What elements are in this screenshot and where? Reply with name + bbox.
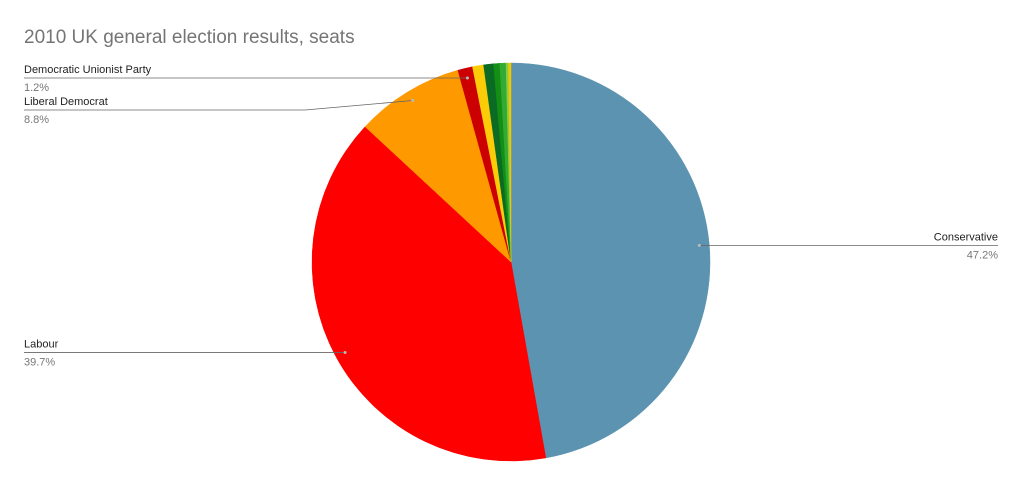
slice-label: Liberal Democrat (24, 96, 108, 108)
leader-line (24, 100, 413, 111)
pie-slice (364, 69, 512, 263)
slice-value-label: 1.2% (24, 82, 49, 94)
slice-label: Democratic Unionist Party (24, 64, 152, 76)
leader-dot (343, 351, 347, 355)
pie-slice (311, 126, 547, 462)
pie-slice (510, 62, 711, 459)
chart-title: 2010 UK general election results, seats (24, 27, 355, 48)
leader-dot (411, 98, 415, 102)
leader-dot (465, 76, 469, 80)
leader-dot (697, 243, 701, 247)
pie-slice (508, 62, 512, 263)
slice-label: Labour (24, 339, 59, 351)
slice-value-label: 47.2% (967, 249, 998, 261)
slice-label: Conservative (934, 231, 998, 243)
slice-value-label: 8.8% (24, 114, 49, 126)
slice-value-label: 39.7% (24, 357, 55, 369)
